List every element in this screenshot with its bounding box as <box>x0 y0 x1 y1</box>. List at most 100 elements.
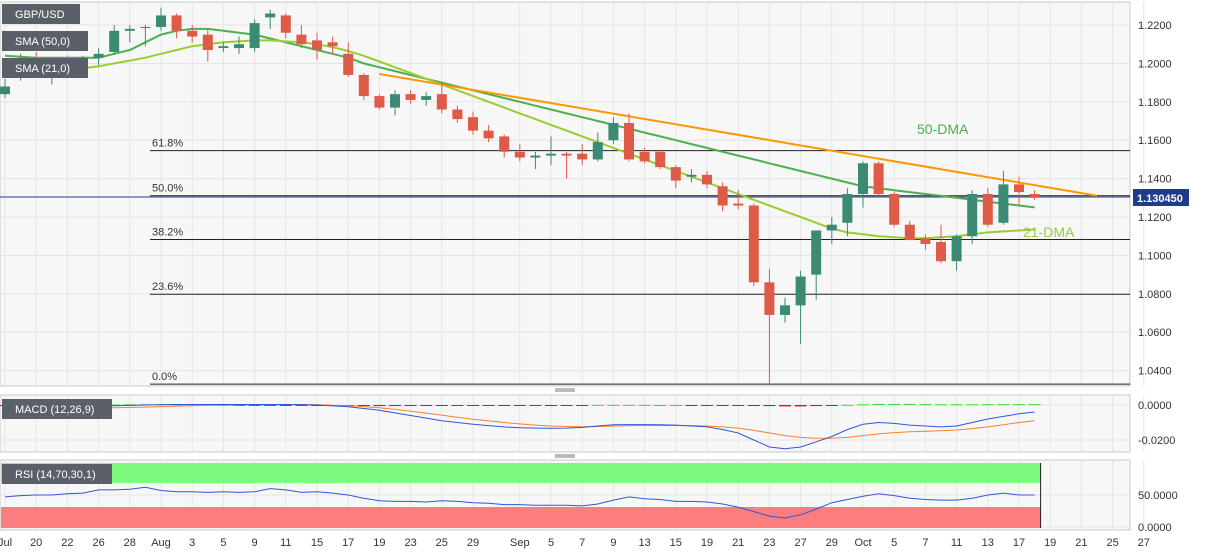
time-tick-label: 27 <box>1138 537 1150 549</box>
time-tick-label: 5 <box>220 537 226 549</box>
macd-histogram-bar <box>389 405 401 407</box>
macd-histogram-bar <box>669 405 682 406</box>
candle-body <box>358 74 369 97</box>
rsi-overbought-zone <box>1 463 1041 483</box>
legend-symbol-box <box>2 4 80 24</box>
time-tick-label: 11 <box>951 537 962 549</box>
time-tick-label: 29 <box>467 537 479 549</box>
macd-histogram-bar <box>420 405 433 406</box>
candle-body <box>826 224 837 231</box>
annotation-21-dma: 21-DMA <box>1023 224 1075 240</box>
macd-histogram-bar <box>810 405 823 407</box>
legends: GBP/USD SMA (50,0) SMA (21,0) MACD (12,2… <box>2 4 112 484</box>
candle-body <box>109 30 120 52</box>
rsi-panel <box>1 463 1042 528</box>
fib-level-label: 61.8% <box>152 138 183 150</box>
time-tick-label: 7 <box>579 537 585 549</box>
time-tick-label: 7 <box>922 537 928 549</box>
candle-body <box>218 46 229 49</box>
macd-histogram-bar <box>716 405 729 406</box>
candle-body <box>249 23 260 49</box>
price-tick-label: 1.1600 <box>1138 135 1172 147</box>
candle-body <box>702 174 712 185</box>
time-tick-label: 23 <box>763 537 775 549</box>
macd-histogram-bar <box>919 404 932 406</box>
candle-body <box>686 174 697 177</box>
candle-body <box>546 153 556 156</box>
candle-body <box>967 194 978 237</box>
time-tick-label: 19 <box>1044 537 1056 549</box>
fibonacci-levels: 61.8% 50.0% 38.2% 23.6% 0.0% <box>0 138 1130 385</box>
macd-line <box>4 404 1035 450</box>
macd-histogram-bar <box>357 405 370 406</box>
macd-histogram-bar <box>560 405 573 406</box>
macd-histogram-bar <box>841 404 854 406</box>
candle-body <box>920 238 931 244</box>
price-tick-label: 1.1800 <box>1138 97 1172 109</box>
fib-level-label: 38.2% <box>152 227 183 239</box>
macd-histogram-bar <box>529 405 542 406</box>
macd-histogram-bar <box>638 404 651 406</box>
time-tick-label: 25 <box>436 537 448 549</box>
resistance-trendline <box>379 73 1098 197</box>
fib-level-label: 50.0% <box>152 183 183 195</box>
price-tick-label: 1.1200 <box>1138 212 1172 224</box>
macd-panel-bg <box>0 394 1131 453</box>
sma21-line <box>4 39 1035 240</box>
candle-body <box>452 109 463 120</box>
price-tick-label: 1.1000 <box>1138 250 1172 262</box>
macd-histogram-bar <box>857 404 869 406</box>
macd-histogram-bar <box>591 404 604 406</box>
rsi-tick-label: 50.0000 <box>1138 490 1178 502</box>
legend-macd: MACD (12,26,9) <box>15 404 94 416</box>
candle-body <box>265 13 276 18</box>
candle-body <box>717 186 728 206</box>
macd-histogram-bar <box>779 405 791 407</box>
price-panel-bg <box>0 1 1131 387</box>
price-tick-label: 1.0800 <box>1138 289 1172 301</box>
candle-body <box>748 205 759 283</box>
macd-histogram-bar <box>498 405 511 406</box>
candle-body <box>530 155 541 158</box>
macd-histogram-bar <box>935 404 947 406</box>
candle-body <box>858 163 868 194</box>
rsi-oversold-zone <box>1 507 1041 528</box>
macd-histogram-bar <box>264 405 277 406</box>
candle-body <box>655 151 666 168</box>
time-tick-label: 13 <box>638 537 650 549</box>
candle-body <box>202 34 213 50</box>
macd-histogram-bar <box>186 404 199 406</box>
macd-histogram-bar <box>623 404 635 406</box>
legend-symbol: GBP/USD <box>15 9 65 21</box>
fib-level-label: 0.0% <box>152 371 177 383</box>
time-tick-label: 15 <box>311 537 323 549</box>
candle-body <box>670 167 681 181</box>
candle-body <box>327 42 338 47</box>
macd-histogram-bar <box>513 405 526 406</box>
time-tick-label: 17 <box>1013 537 1025 549</box>
legend-rsi: RSI (14,70,30,1) <box>15 469 96 481</box>
price-tick-label: 1.0400 <box>1138 366 1172 378</box>
macd-histogram-bar <box>1028 404 1041 406</box>
time-tick-label: 9 <box>610 537 616 549</box>
current-price-tag <box>1133 189 1189 206</box>
macd-histogram-bar <box>701 405 713 406</box>
macd-histogram-bar <box>1013 404 1025 406</box>
time-tick-label: 19 <box>373 537 385 549</box>
macd-histogram-bar <box>295 405 308 406</box>
candle-body <box>296 34 307 45</box>
candle-body <box>171 15 182 31</box>
macd-histogram-bar <box>451 405 464 406</box>
time-tick-label: 11 <box>280 537 291 549</box>
macd-histogram-bar <box>997 404 1010 406</box>
candle-body <box>374 96 385 108</box>
candle-body <box>561 153 572 156</box>
candle-body <box>904 224 915 241</box>
macd-histogram-bar <box>279 405 292 406</box>
time-tick-label: Sep <box>510 537 530 549</box>
rsi-tick-label: 0.0000 <box>1138 522 1172 534</box>
candle-body <box>468 117 478 131</box>
time-tick-label: 21 <box>1075 537 1087 549</box>
candle-body <box>234 44 244 49</box>
